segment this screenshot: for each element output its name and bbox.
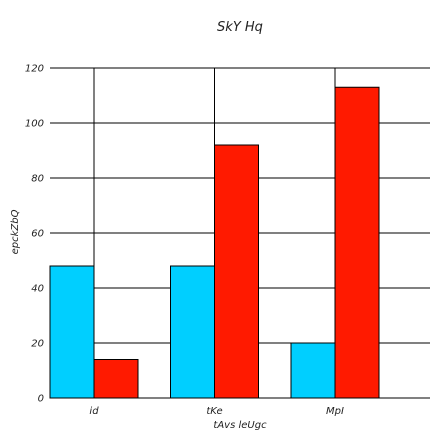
y-tick-label: 20 — [31, 339, 44, 350]
bar-MpI-series-1 — [290, 342, 336, 399]
y-tick-label: 80 — [31, 174, 44, 185]
plot-area: 0 20 40 60 80 100 120 id tKe MpI — [25, 64, 430, 417]
bar-MpI-series-2 — [334, 86, 380, 399]
bar-tKe-series-1 — [170, 265, 215, 399]
bar-tKe-series-2 — [214, 144, 259, 399]
x-tick-label: MpI — [326, 406, 344, 417]
bar-id-series-2 — [93, 359, 139, 399]
x-tick-label: id — [89, 406, 99, 417]
y-tick-label: 120 — [25, 64, 44, 75]
bar-id-series-1 — [49, 265, 95, 399]
y-axis-label: epckZbQ — [10, 209, 21, 254]
y-tick-label: 60 — [31, 229, 44, 240]
y-tick-label: 0 — [38, 394, 44, 405]
y-tick-label: 100 — [25, 119, 44, 130]
x-tick-label: tKe — [206, 406, 222, 417]
chart-title: SkY Hq — [217, 20, 263, 35]
y-tick-label: 40 — [31, 284, 44, 295]
x-axis-label: tAvs leUgc — [213, 420, 267, 431]
